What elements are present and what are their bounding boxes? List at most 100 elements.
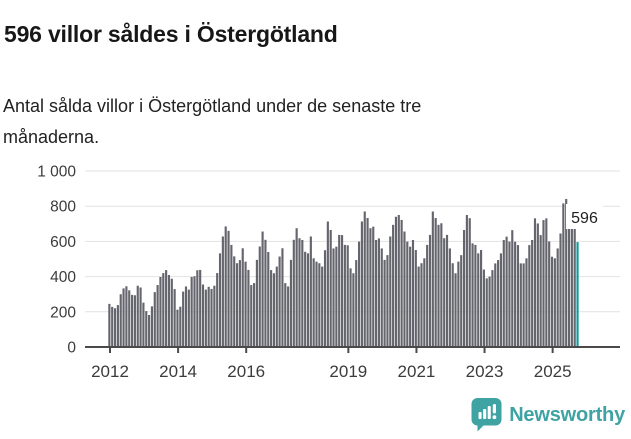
bar bbox=[392, 224, 395, 347]
bar bbox=[409, 246, 412, 347]
bar bbox=[394, 216, 398, 347]
y-axis-label: 1 000 bbox=[37, 164, 76, 181]
bar bbox=[253, 283, 256, 347]
bar bbox=[153, 292, 156, 347]
bar bbox=[258, 246, 261, 347]
x-axis-label: 2014 bbox=[159, 362, 197, 381]
bar bbox=[406, 241, 409, 347]
bar bbox=[440, 223, 443, 347]
bar bbox=[113, 308, 117, 347]
bar-chart: 0 200 400 600 800 1 000 2012 2014 2016 2019 2021 20… bbox=[37, 164, 620, 381]
bar bbox=[485, 278, 488, 347]
bar bbox=[434, 217, 437, 347]
bar bbox=[190, 276, 193, 347]
bar bbox=[244, 261, 247, 347]
bar bbox=[275, 266, 278, 347]
bar bbox=[241, 248, 244, 347]
bar bbox=[480, 250, 483, 347]
bar bbox=[565, 198, 568, 347]
bar bbox=[488, 276, 491, 347]
bar bbox=[380, 248, 383, 347]
bar bbox=[389, 236, 392, 347]
bar bbox=[499, 253, 503, 347]
bar bbox=[414, 250, 417, 347]
y-axis-label: 200 bbox=[50, 304, 76, 321]
highlight-bar bbox=[576, 242, 579, 347]
bar bbox=[403, 231, 406, 347]
bar bbox=[465, 215, 468, 347]
newsworthy-logo-icon bbox=[471, 397, 502, 431]
bar bbox=[292, 239, 295, 347]
bar bbox=[533, 218, 537, 347]
bar bbox=[150, 306, 154, 347]
bar bbox=[272, 273, 276, 347]
bar bbox=[468, 218, 471, 347]
bar bbox=[494, 263, 497, 347]
bar bbox=[204, 289, 207, 347]
bar bbox=[471, 243, 474, 347]
bar bbox=[397, 215, 400, 347]
bar bbox=[304, 251, 307, 347]
bar bbox=[445, 234, 449, 347]
bar bbox=[321, 266, 324, 347]
bar bbox=[400, 219, 403, 347]
bar bbox=[545, 218, 548, 347]
bar bbox=[199, 269, 202, 347]
bar bbox=[363, 211, 366, 347]
bar bbox=[375, 239, 378, 347]
bar bbox=[505, 236, 508, 347]
bar bbox=[119, 294, 122, 347]
bar bbox=[193, 276, 196, 347]
footer-branding: Newsworthy bbox=[471, 397, 625, 433]
bar bbox=[528, 245, 531, 347]
bar bbox=[224, 226, 227, 347]
bar bbox=[227, 230, 230, 347]
y-axis-label: 600 bbox=[50, 234, 76, 251]
bar bbox=[281, 248, 284, 347]
bar bbox=[111, 306, 114, 347]
bar bbox=[213, 285, 216, 347]
bar bbox=[482, 269, 485, 347]
bar bbox=[454, 273, 457, 347]
bar bbox=[326, 221, 329, 347]
bar bbox=[567, 209, 571, 347]
bar bbox=[426, 244, 429, 347]
bar bbox=[502, 239, 505, 347]
bar bbox=[233, 256, 236, 347]
bar bbox=[255, 259, 258, 347]
bar bbox=[289, 259, 293, 347]
bar bbox=[179, 306, 182, 347]
bar bbox=[428, 234, 432, 347]
bar bbox=[312, 258, 315, 347]
bar bbox=[542, 220, 545, 347]
x-axis-label: 2021 bbox=[398, 362, 436, 381]
bar bbox=[145, 311, 148, 347]
bar bbox=[460, 255, 463, 347]
bar bbox=[369, 228, 372, 347]
bar bbox=[451, 263, 454, 347]
bar bbox=[267, 251, 270, 347]
bar bbox=[437, 224, 440, 347]
x-axis-label: 2019 bbox=[329, 362, 367, 381]
y-axis-label: 400 bbox=[50, 269, 76, 286]
bar bbox=[372, 226, 375, 347]
bar bbox=[235, 263, 239, 347]
bar bbox=[431, 211, 434, 347]
bar bbox=[162, 273, 165, 347]
bar bbox=[182, 291, 185, 347]
bar bbox=[309, 236, 312, 347]
bar bbox=[536, 223, 539, 347]
bar bbox=[522, 263, 525, 347]
bar bbox=[167, 275, 171, 347]
bar bbox=[184, 286, 188, 347]
bar bbox=[366, 217, 369, 347]
bar bbox=[417, 266, 420, 347]
page-title: 596 villor såldes i Östergötland bbox=[4, 21, 338, 48]
bar bbox=[548, 241, 551, 347]
bar bbox=[315, 261, 318, 347]
bar bbox=[497, 260, 500, 347]
bar bbox=[176, 309, 179, 347]
bar bbox=[559, 233, 562, 347]
brand-name: Newsworthy bbox=[509, 403, 625, 426]
bar bbox=[247, 269, 250, 347]
